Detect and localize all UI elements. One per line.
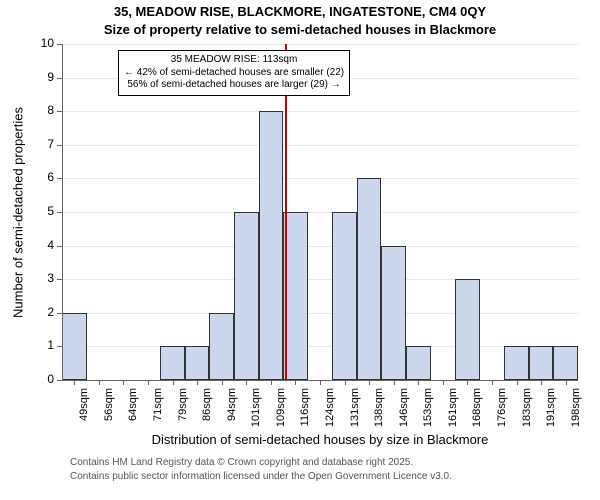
histogram-bar xyxy=(553,346,578,380)
annotation-line1: 35 MEADOW RISE: 113sqm xyxy=(124,54,344,67)
y-axis-label: Number of semi-detached properties xyxy=(11,45,26,381)
x-tick-label: 71sqm xyxy=(152,388,164,438)
y-tick-label: 8 xyxy=(32,103,54,117)
y-tick-label: 4 xyxy=(32,238,54,252)
histogram-bar xyxy=(332,212,357,380)
gridline xyxy=(62,145,578,146)
y-tick-label: 0 xyxy=(32,372,54,386)
gridline xyxy=(62,246,578,247)
x-tick-label: 153sqm xyxy=(422,388,434,438)
y-tick-label: 2 xyxy=(32,305,54,319)
gridline xyxy=(62,279,578,280)
gridline xyxy=(62,212,578,213)
x-tick-label: 198sqm xyxy=(570,388,582,438)
y-tick-label: 10 xyxy=(32,36,54,50)
x-tick-label: 56sqm xyxy=(103,388,115,438)
y-axis xyxy=(62,44,63,380)
histogram-bar xyxy=(357,178,382,380)
x-tick-label: 131sqm xyxy=(349,388,361,438)
x-tick-label: 183sqm xyxy=(521,388,533,438)
x-tick-label: 64sqm xyxy=(127,388,139,438)
gridline xyxy=(62,178,578,179)
histogram-bar xyxy=(185,346,210,380)
histogram-bar xyxy=(234,212,259,380)
chart-title-line2: Size of property relative to semi-detach… xyxy=(0,22,600,37)
x-tick-label: 79sqm xyxy=(177,388,189,438)
x-axis-label: Distribution of semi-detached houses by … xyxy=(62,432,578,447)
gridline xyxy=(62,313,578,314)
x-tick-label: 86sqm xyxy=(201,388,213,438)
x-tick-label: 168sqm xyxy=(471,388,483,438)
plot-area: 01234567891049sqm56sqm64sqm71sqm79sqm86s… xyxy=(62,44,578,380)
chart-title-line1: 35, MEADOW RISE, BLACKMORE, INGATESTONE,… xyxy=(0,4,600,21)
y-tick-label: 1 xyxy=(32,338,54,352)
y-tick-label: 9 xyxy=(32,70,54,84)
x-tick-label: 101sqm xyxy=(250,388,262,438)
histogram-bar xyxy=(381,246,406,380)
histogram-bar xyxy=(62,313,87,380)
annotation-line3: 56% of semi-detached houses are larger (… xyxy=(124,79,344,92)
x-tick-label: 176sqm xyxy=(496,388,508,438)
x-tick-label: 116sqm xyxy=(299,388,311,438)
gridline xyxy=(62,44,578,45)
gridline xyxy=(62,346,578,347)
x-tick-label: 124sqm xyxy=(324,388,336,438)
histogram-bar xyxy=(259,111,284,380)
histogram-bar xyxy=(160,346,185,380)
x-tick-label: 94sqm xyxy=(226,388,238,438)
histogram-bar xyxy=(406,346,431,380)
histogram-bar xyxy=(504,346,529,380)
histogram-bar xyxy=(529,346,554,380)
gridline xyxy=(62,111,578,112)
attribution-line1: Contains HM Land Registry data © Crown c… xyxy=(70,456,413,469)
histogram-bar xyxy=(209,313,234,380)
y-tick-label: 6 xyxy=(32,170,54,184)
y-tick-label: 7 xyxy=(32,137,54,151)
x-tick-label: 109sqm xyxy=(275,388,287,438)
annotation-box: 35 MEADOW RISE: 113sqm← 42% of semi-deta… xyxy=(118,50,350,96)
y-tick-label: 3 xyxy=(32,271,54,285)
x-tick-label: 161sqm xyxy=(447,388,459,438)
attribution-line2: Contains public sector information licen… xyxy=(70,470,452,483)
x-axis xyxy=(62,380,578,381)
annotation-line2: ← 42% of semi-detached houses are smalle… xyxy=(124,67,344,80)
y-tick-label: 5 xyxy=(32,204,54,218)
x-tick-label: 138sqm xyxy=(373,388,385,438)
chart-container: { "title_line1": "35, MEADOW RISE, BLACK… xyxy=(0,0,600,500)
x-tick-label: 146sqm xyxy=(398,388,410,438)
x-tick-label: 191sqm xyxy=(545,388,557,438)
x-tick-label: 49sqm xyxy=(78,388,90,438)
histogram-bar xyxy=(455,279,480,380)
